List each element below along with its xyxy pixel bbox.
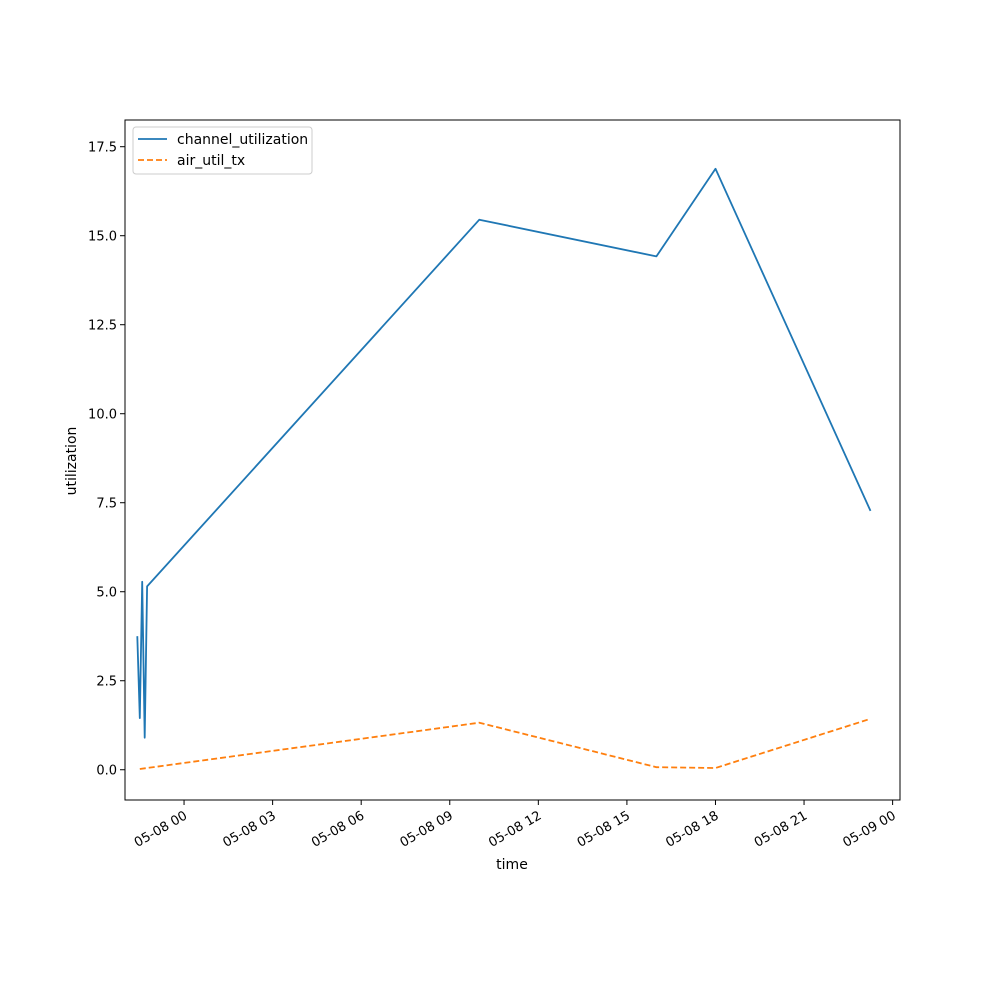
x-tick-label: 05-08 03: [220, 808, 278, 850]
legend-box: [132, 126, 313, 175]
y-tick-label: 5.0: [96, 586, 117, 601]
series-line-air-util-tx: [139, 717, 871, 770]
y-axis: 0.0 2.5 5.0 7.5 10.0 12.5 15.0 17.5: [88, 141, 125, 779]
x-axis: 05-08 00 05-08 03 05-08 06 05-08 09 05-08 12…: [132, 800, 899, 851]
x-tick-label: 05-09 00: [840, 808, 898, 850]
y-tick-label: 12.5: [88, 319, 117, 334]
y-axis-label: utilization: [64, 427, 80, 496]
legend-label-air-util-tx: air_util_tx: [177, 153, 245, 169]
x-tick-label: 05-08 06: [309, 808, 367, 850]
legend: channel_utilization air_util_tx: [132, 126, 313, 175]
y-tick-label: 0.0: [96, 764, 117, 779]
y-tick-label: 15.0: [88, 230, 117, 245]
x-tick-label: 05-08 15: [575, 808, 633, 850]
x-tick-label: 05-08 21: [752, 808, 810, 850]
y-tick-label: 7.5: [96, 497, 117, 512]
plot-lines: [136, 167, 872, 770]
y-tick-label: 2.5: [96, 675, 117, 690]
series-line-channel-utilization: [136, 167, 872, 739]
x-axis-label: time: [496, 857, 528, 873]
y-tick-label: 10.0: [88, 408, 117, 423]
x-tick-label: 05-08 18: [663, 808, 721, 850]
x-tick-label: 05-08 09: [398, 808, 456, 850]
y-tick-label: 17.5: [88, 141, 117, 156]
plot-frame: [124, 119, 901, 801]
x-tick-label: 05-08 00: [132, 808, 190, 850]
x-tick-label: 05-08 12: [486, 808, 544, 850]
legend-label-channel-utilization: channel_utilization: [177, 132, 308, 148]
